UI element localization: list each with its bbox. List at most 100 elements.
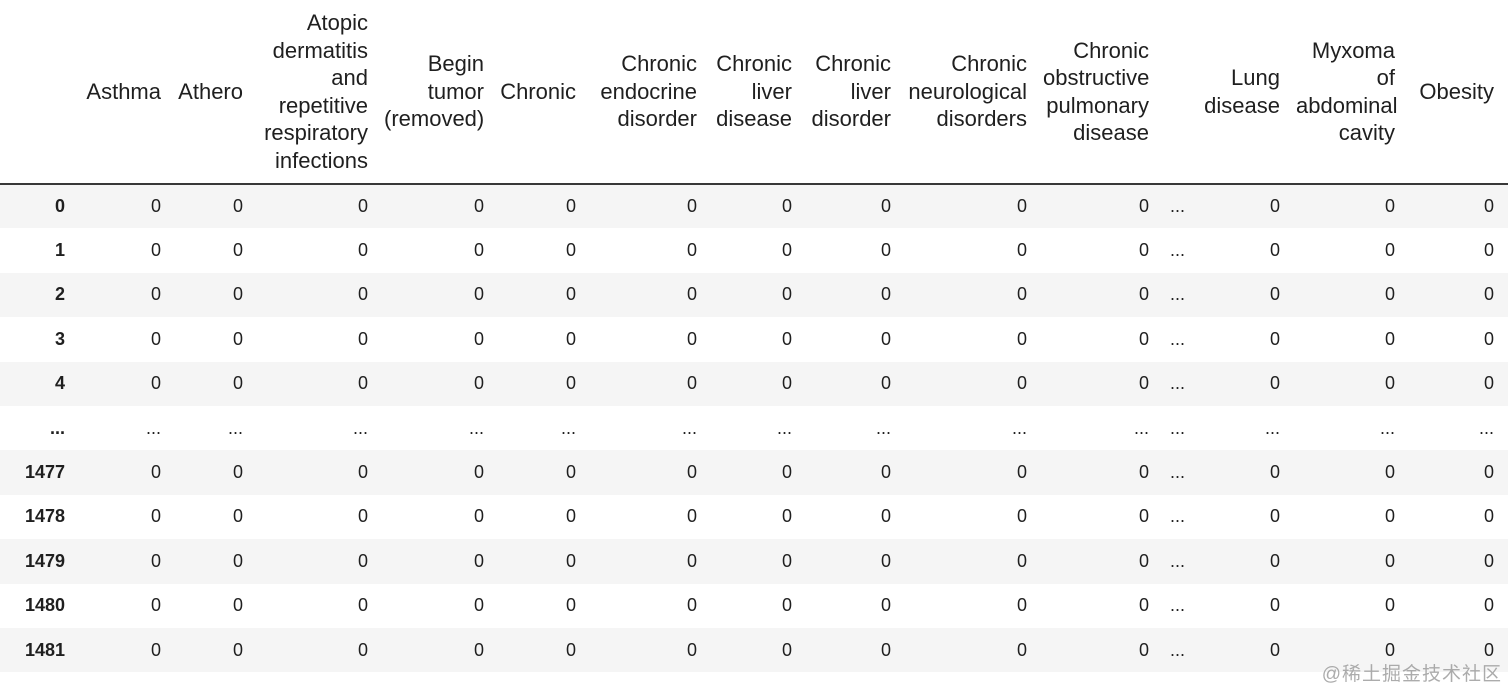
table-cell: ...: [1169, 417, 1185, 438]
table-cell: 0: [1483, 373, 1494, 394]
table-cell: 0: [1384, 240, 1395, 261]
table-cell: 0: [781, 639, 792, 660]
table-cell: 0: [232, 462, 243, 483]
table-cell: 0: [781, 373, 792, 394]
table-cell: ...: [1169, 462, 1185, 483]
row-index-cell: 1477: [24, 462, 65, 483]
table-cell: 0: [1138, 328, 1149, 349]
table-cell: 0: [1016, 373, 1027, 394]
table-cell: ...: [1169, 240, 1185, 261]
table-cell: 0: [357, 595, 368, 616]
table-cell: 0: [686, 595, 697, 616]
table-cell: 0: [232, 639, 243, 660]
table-cell: 0: [781, 595, 792, 616]
table-cell: 0: [357, 196, 368, 217]
table-cell: 0: [357, 550, 368, 571]
table-cell: 0: [686, 328, 697, 349]
table-cell: 0: [1269, 639, 1280, 660]
table-cell: 0: [232, 373, 243, 394]
table-cell: 0: [686, 240, 697, 261]
row-index-cell: 4: [54, 373, 65, 394]
table-cell: 0: [1384, 506, 1395, 527]
table-cell: 0: [565, 595, 576, 616]
column-header-atopic-dermatitis: Atopic dermatitis and repetitive respira…: [257, 0, 382, 185]
table-cell: 0: [473, 462, 484, 483]
table-cell: 0: [686, 373, 697, 394]
table-cell: ...: [1169, 506, 1185, 527]
table-cell: 0: [1483, 639, 1494, 660]
table-cell: ...: [1264, 417, 1280, 438]
column-header-chronic: Chronic: [498, 0, 590, 185]
table-cell: 0: [232, 240, 243, 261]
table-row: 3 0 0 0 0 0 0 0 0 0 0... 0 0 0: [0, 317, 1508, 362]
column-header-begin-tumor: Begin tumor (removed): [382, 0, 498, 185]
table-cell: 0: [1138, 240, 1149, 261]
table-cell: ...: [776, 417, 792, 438]
table-cell: 0: [686, 462, 697, 483]
column-header-myxoma-of-abdominal-cavity: Myxoma of abdominal cavity: [1294, 0, 1409, 185]
table-cell: 0: [232, 550, 243, 571]
table-cell: 0: [880, 550, 891, 571]
table-cell: ...: [1169, 373, 1185, 394]
table-cell: 0: [880, 639, 891, 660]
table-cell: 0: [686, 639, 697, 660]
row-index-cell: 1479: [24, 550, 65, 571]
table-cell: 0: [473, 506, 484, 527]
table-cell: 0: [880, 462, 891, 483]
table-cell: 0: [150, 284, 161, 305]
column-header-chronic-liver-disease: Chronic liver disease: [711, 0, 806, 185]
table-cell: 0: [880, 373, 891, 394]
column-header-ellipsis: [1163, 0, 1199, 185]
table-cell: 0: [232, 506, 243, 527]
table-cell: 0: [1269, 373, 1280, 394]
table-cell: 0: [232, 328, 243, 349]
table-cell: 0: [357, 328, 368, 349]
table-cell: 0: [1016, 595, 1027, 616]
table-cell: 0: [473, 328, 484, 349]
table-cell: 0: [1384, 550, 1395, 571]
table-cell: ...: [875, 417, 891, 438]
table-cell: 0: [1269, 550, 1280, 571]
table-cell: 0: [1269, 240, 1280, 261]
table-cell: 0: [232, 196, 243, 217]
table-cell: 0: [1483, 462, 1494, 483]
table-cell: 0: [473, 639, 484, 660]
table-cell: 0: [565, 373, 576, 394]
table-cell: 0: [1483, 550, 1494, 571]
table-row: 1478 0 0 0 0 0 0 0 0 0 0... 0 0 0: [0, 494, 1508, 540]
table-row: ........................................…: [0, 405, 1508, 451]
table-cell: 0: [232, 595, 243, 616]
table-cell: 0: [150, 240, 161, 261]
table-cell: ...: [1169, 328, 1185, 349]
table-cell: 0: [1138, 550, 1149, 571]
table-cell: 0: [150, 462, 161, 483]
table-cell: 0: [1384, 639, 1395, 660]
table-row: 1477 0 0 0 0 0 0 0 0 0 0... 0 0 0: [0, 450, 1508, 495]
table-cell: 0: [565, 328, 576, 349]
table-cell: 0: [565, 284, 576, 305]
table-row: 1480 0 0 0 0 0 0 0 0 0 0... 0 0 0: [0, 583, 1508, 628]
table-cell: 0: [357, 284, 368, 305]
table-cell: 0: [1483, 506, 1494, 527]
table-cell: 0: [1384, 328, 1395, 349]
column-header-asthma: Asthma: [75, 0, 175, 185]
row-index-cell: 3: [54, 328, 65, 349]
table-cell: 0: [565, 240, 576, 261]
table-cell: ...: [1011, 417, 1027, 438]
row-index-cell: 1478: [24, 506, 65, 527]
table-cell: 0: [150, 550, 161, 571]
table-cell: 0: [1384, 462, 1395, 483]
table-cell: 0: [1384, 196, 1395, 217]
table-cell: 0: [357, 373, 368, 394]
column-header-chronic-endocrine-disorder: Chronic endocrine disorder: [590, 0, 711, 185]
column-header-chronic-obstructive-pulmonary-disease: Chronic obstructive pulmonary disease: [1041, 0, 1163, 185]
table-cell: 0: [1138, 595, 1149, 616]
table-cell: 0: [1384, 284, 1395, 305]
table-row: 1481 0 0 0 0 0 0 0 0 0 0... 0 0 0: [0, 627, 1508, 673]
table-cell: 0: [150, 595, 161, 616]
table-cell: 0: [1138, 196, 1149, 217]
table-cell: ...: [468, 417, 484, 438]
column-header-athero: Athero: [175, 0, 257, 185]
table-cell: 0: [781, 462, 792, 483]
table-cell: 0: [150, 639, 161, 660]
